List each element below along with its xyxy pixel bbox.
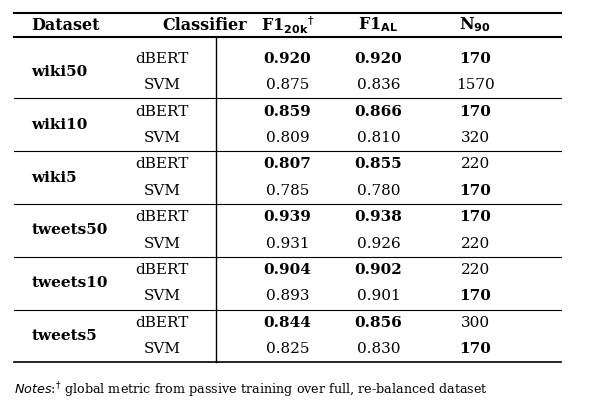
Text: dBERT: dBERT bbox=[135, 157, 189, 171]
Text: 0.893: 0.893 bbox=[266, 290, 309, 303]
Text: 220: 220 bbox=[461, 236, 490, 250]
Text: 0.855: 0.855 bbox=[355, 157, 402, 171]
Text: tweets50: tweets50 bbox=[31, 223, 108, 237]
Text: 220: 220 bbox=[461, 157, 490, 171]
Text: 300: 300 bbox=[461, 316, 490, 330]
Text: dBERT: dBERT bbox=[135, 105, 189, 119]
Text: 0.780: 0.780 bbox=[357, 184, 401, 198]
Text: wiki10: wiki10 bbox=[31, 118, 88, 132]
Text: 170: 170 bbox=[460, 210, 491, 224]
Text: 0.866: 0.866 bbox=[355, 105, 402, 119]
Text: 0.825: 0.825 bbox=[266, 342, 309, 356]
Text: 220: 220 bbox=[461, 263, 490, 277]
Text: 1570: 1570 bbox=[456, 78, 495, 92]
Text: 320: 320 bbox=[461, 131, 490, 145]
Text: 170: 170 bbox=[460, 342, 491, 356]
Text: dBERT: dBERT bbox=[135, 263, 189, 277]
Text: 0.875: 0.875 bbox=[266, 78, 309, 92]
Text: SVM: SVM bbox=[144, 342, 181, 356]
Text: 0.836: 0.836 bbox=[357, 78, 401, 92]
Text: tweets5: tweets5 bbox=[31, 329, 97, 343]
Text: dBERT: dBERT bbox=[135, 210, 189, 224]
Text: SVM: SVM bbox=[144, 236, 181, 250]
Text: 0.904: 0.904 bbox=[263, 263, 311, 277]
Text: 0.931: 0.931 bbox=[266, 236, 309, 250]
Text: 0.901: 0.901 bbox=[356, 290, 401, 303]
Text: 0.856: 0.856 bbox=[355, 316, 402, 330]
Text: 170: 170 bbox=[460, 184, 491, 198]
Text: 0.810: 0.810 bbox=[356, 131, 401, 145]
Text: 0.920: 0.920 bbox=[355, 52, 402, 66]
Text: Dataset: Dataset bbox=[31, 16, 100, 34]
Text: 0.938: 0.938 bbox=[355, 210, 402, 224]
Text: 0.807: 0.807 bbox=[263, 157, 311, 171]
Text: SVM: SVM bbox=[144, 78, 181, 92]
Text: 0.859: 0.859 bbox=[263, 105, 311, 119]
Text: 0.844: 0.844 bbox=[263, 316, 311, 330]
Text: 0.939: 0.939 bbox=[263, 210, 311, 224]
Text: 0.830: 0.830 bbox=[357, 342, 401, 356]
Text: wiki50: wiki50 bbox=[31, 65, 88, 79]
Text: 0.920: 0.920 bbox=[263, 52, 311, 66]
Text: Classifier: Classifier bbox=[162, 16, 247, 34]
Text: 0.926: 0.926 bbox=[356, 236, 401, 250]
Text: 0.902: 0.902 bbox=[355, 263, 402, 277]
Text: 0.785: 0.785 bbox=[266, 184, 309, 198]
Text: 170: 170 bbox=[460, 52, 491, 66]
Text: $\it{Notes}$:$^{\dagger}$ global metric from passive training over full, re-bala: $\it{Notes}$:$^{\dagger}$ global metric … bbox=[14, 380, 488, 400]
Text: 170: 170 bbox=[460, 105, 491, 119]
Text: tweets10: tweets10 bbox=[31, 276, 108, 290]
Text: F1$_{\mathbf{20k}}$$^{\dagger}$: F1$_{\mathbf{20k}}$$^{\dagger}$ bbox=[260, 14, 314, 36]
Text: F1$_{\mathbf{AL}}$: F1$_{\mathbf{AL}}$ bbox=[358, 16, 399, 35]
Text: SVM: SVM bbox=[144, 184, 181, 198]
Text: SVM: SVM bbox=[144, 131, 181, 145]
Text: dBERT: dBERT bbox=[135, 316, 189, 330]
Text: wiki5: wiki5 bbox=[31, 171, 77, 185]
Text: 0.809: 0.809 bbox=[266, 131, 309, 145]
Text: 170: 170 bbox=[460, 290, 491, 303]
Text: dBERT: dBERT bbox=[135, 52, 189, 66]
Text: SVM: SVM bbox=[144, 290, 181, 303]
Text: N$_{\mathbf{90}}$: N$_{\mathbf{90}}$ bbox=[460, 16, 491, 35]
